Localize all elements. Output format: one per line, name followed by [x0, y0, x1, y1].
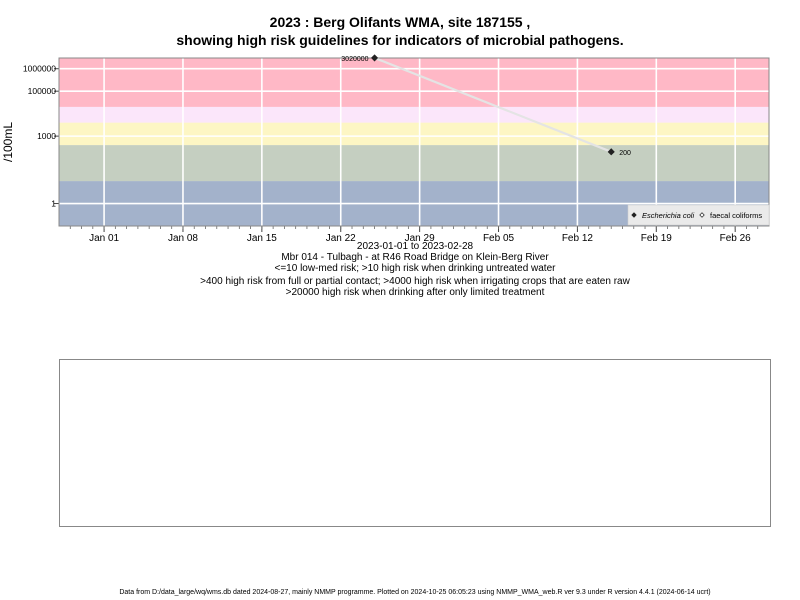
data-point-0-0: [370, 54, 379, 62]
data-point-0-1: [607, 148, 615, 156]
chart-title-line-2: showing high risk guidelines for indicat…: [176, 32, 624, 48]
x-tick-label-0: Jan 01: [89, 233, 119, 244]
legend-label-1: faecal coliforms: [710, 211, 762, 220]
y-tick-label-3: 1000000: [23, 64, 56, 74]
risk-band-2: [59, 122, 769, 146]
caption-risk-contact: >400 high risk from full or partial cont…: [200, 276, 630, 287]
x-tick-label-8: Feb 26: [720, 233, 752, 244]
legend-marker-0: [631, 212, 637, 218]
legend-marker-1: [699, 212, 705, 218]
risk-band-3: [59, 106, 769, 123]
x-tick-label-6: Feb 12: [562, 233, 594, 244]
x-tick-label-2: Jan 15: [247, 233, 277, 244]
series-line-0: [374, 56, 612, 153]
empty-plot-panel: [59, 359, 771, 527]
risk-band-1: [59, 145, 769, 182]
legend: Escherichia coli faecal coliforms: [627, 204, 770, 226]
legend-label-0: Escherichia coli: [642, 211, 694, 220]
y-tick-label-2: 100000: [28, 86, 57, 96]
data-label-0-1: 200: [619, 150, 631, 157]
plot-frame: [58, 57, 770, 227]
caption-date-range: 2023-01-01 to 2023-02-28: [356, 241, 474, 252]
risk-band-4: [59, 58, 769, 107]
x-tick-label-3: Jan 22: [326, 233, 356, 244]
footer-note: Data from D:/data_large/wq/wms.db dated …: [119, 589, 711, 596]
y-axis-label: /100mL: [1, 122, 15, 162]
data-label-0-0: 3020000: [341, 56, 368, 63]
caption-risk-drinking: <=10 low-med risk; >10 high risk when dr…: [274, 263, 556, 274]
microbial-chart: 1 1000 100000 1000000 Jan 01 Jan 08 Jan 15 Jan …: [1, 54, 770, 244]
caption-site: Mbr 014 - Tulbagh - at R46 Road Bridge o…: [281, 252, 549, 263]
x-tick-label-4: Jan 29: [405, 233, 435, 244]
chart-title-line-1: 2023 : Berg Olifants WMA, site 187155 ,: [269, 14, 531, 30]
x-tick-label-7: Feb 19: [641, 233, 673, 244]
y-tick-label-1: 1000: [37, 131, 56, 141]
x-tick-label-1: Jan 08: [168, 233, 198, 244]
x-tick-label-5: Feb 05: [483, 233, 515, 244]
legend-box: [627, 204, 770, 226]
y-tick-label-0: 1: [51, 199, 56, 209]
caption-risk-treatment: >20000 high risk when drinking after onl…: [285, 287, 545, 298]
